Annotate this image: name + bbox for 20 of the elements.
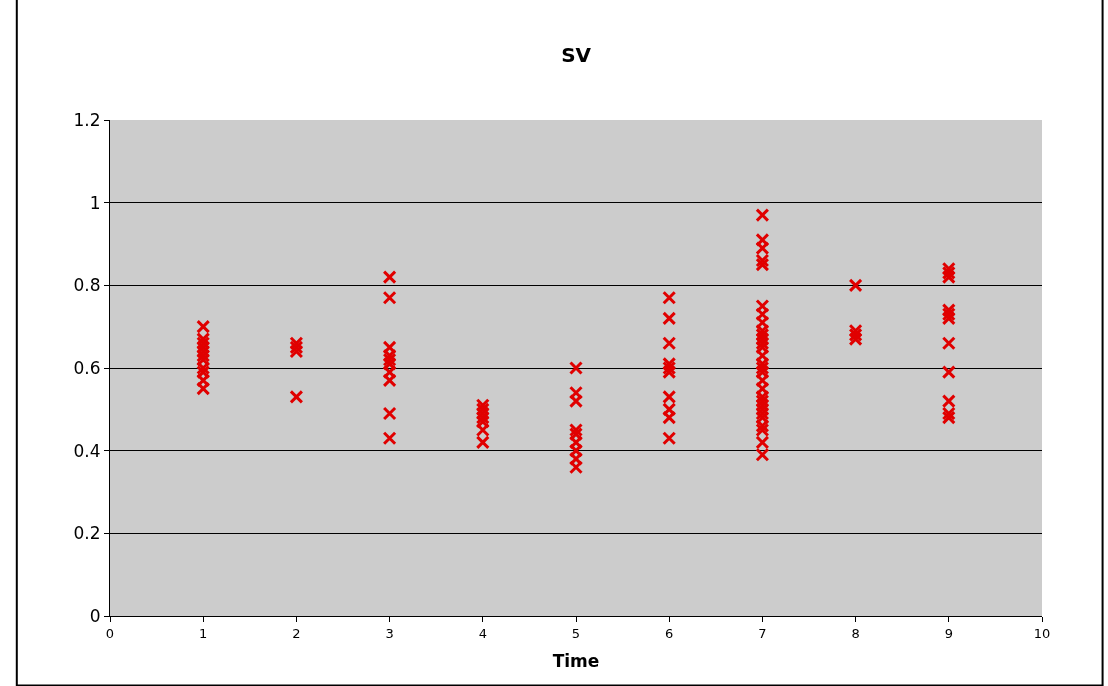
- y-tick-label: 0.8: [73, 275, 101, 296]
- y-tick-label: 0.4: [73, 440, 101, 461]
- y-tick-label: 0: [89, 605, 101, 626]
- x-tick-label: 2: [292, 625, 301, 641]
- x-tick-label: 0: [105, 625, 115, 641]
- x-tick-label: 1: [199, 625, 208, 641]
- x-tick-label: 3: [385, 625, 394, 641]
- y-tick-label: 1.2: [73, 109, 101, 130]
- x-tick-label: 5: [571, 625, 581, 641]
- y-tick-label: 0.6: [73, 357, 101, 378]
- x-tick-label: 4: [478, 625, 487, 641]
- x-axis-title: Time: [552, 651, 600, 671]
- x-tick-label: 8: [851, 625, 860, 641]
- x-tick-label: 9: [944, 625, 953, 641]
- y-tick-label: 0.2: [73, 523, 101, 544]
- x-tick-label: 10: [1033, 625, 1051, 641]
- x-tick-label: 6: [665, 625, 674, 641]
- y-tick-label: 1: [89, 192, 101, 213]
- chart-title: SV: [561, 43, 592, 68]
- x-tick-label: 7: [758, 625, 767, 641]
